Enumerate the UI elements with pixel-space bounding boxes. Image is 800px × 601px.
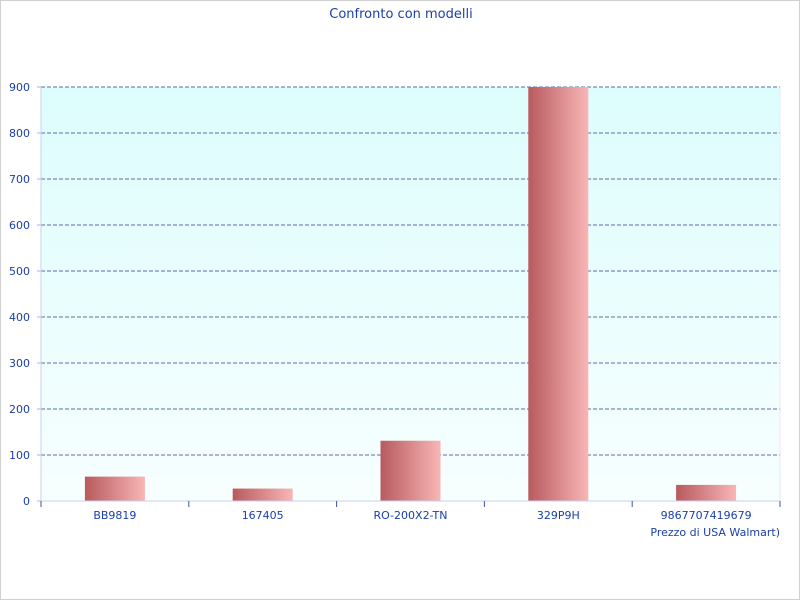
plot-area: [41, 87, 780, 501]
y-tick-label: 100: [9, 449, 30, 462]
chart-title: Confronto con modelli: [329, 7, 472, 22]
gridlines: [41, 86, 780, 456]
x-axis-label: Prezzo di USA Walmart): [650, 526, 780, 539]
bar-ro-200x2-tn: [380, 440, 441, 501]
y-tick-label: 900: [9, 81, 30, 94]
bar-329p9h: [528, 87, 589, 501]
bar-bb9819: [84, 476, 145, 501]
bar-9867707419679: [676, 484, 737, 501]
x-tick-label: 9867707419679: [661, 509, 752, 522]
x-tick-label: 167405: [242, 509, 284, 522]
y-tick-label: 400: [9, 311, 30, 324]
x-tick-label: 329P9H: [537, 509, 580, 522]
y-tick-label: 800: [9, 127, 30, 140]
x-tick-label: RO-200X2-TN: [373, 509, 447, 522]
x-tick-label: BB9819: [93, 509, 136, 522]
y-tick-label: 600: [9, 219, 30, 232]
axes: 0 100 200 300 400 500 600 700 800 900 BB9819 167405…: [9, 81, 781, 522]
y-tick-label: 300: [9, 357, 30, 370]
y-tick-label: 0: [23, 495, 30, 508]
bars: [84, 87, 737, 501]
y-tick-label: 200: [9, 403, 30, 416]
y-tick-label: 700: [9, 173, 30, 186]
bar-167405: [232, 488, 293, 501]
y-tick-label: 500: [9, 265, 30, 278]
